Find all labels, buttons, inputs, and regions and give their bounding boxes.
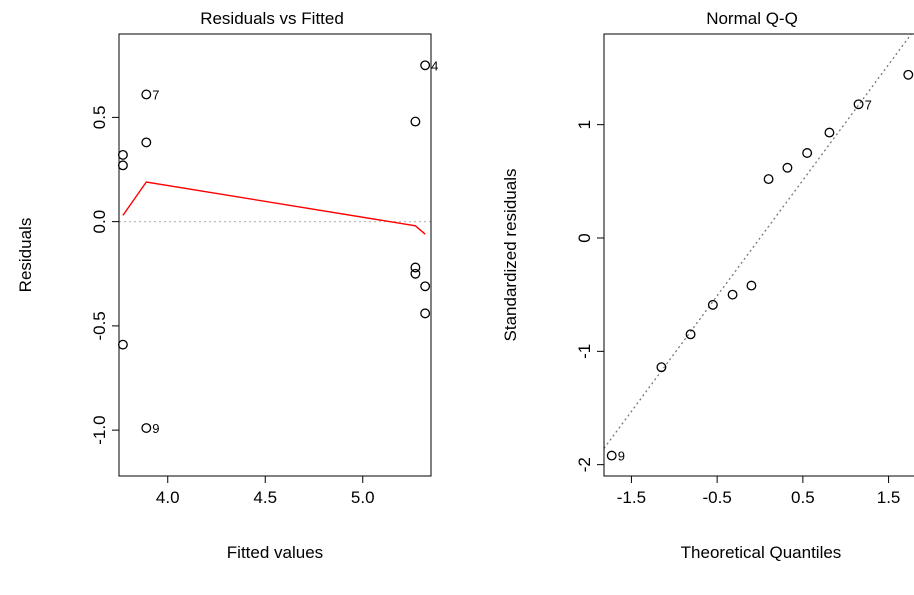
- panel1-point-1: [117, 160, 128, 171]
- panel2-point-4: [727, 289, 738, 300]
- panel2-point-9: [824, 127, 835, 138]
- panel2-point-2: [685, 329, 696, 340]
- panel1-y-tick-label-2: 0.0: [90, 210, 109, 234]
- panel2-point-8: [802, 148, 813, 158]
- panel1-point-0: [117, 149, 128, 160]
- panel1-x-tick-label-2: 5.0: [351, 488, 375, 507]
- panel1-inner: [119, 181, 431, 235]
- panel1-x-tick-label-0: 4.0: [156, 488, 180, 507]
- panel2-title: Normal Q-Q: [706, 9, 798, 28]
- panel1-point-7: [410, 262, 421, 273]
- panel1-x-axis-label: Fitted values: [227, 543, 323, 562]
- panel2-point-1: [656, 362, 667, 373]
- normal-qq-panel: Normal Q-Q 974-1.5-0.50.51.5-2-101 Theor…: [501, 9, 914, 562]
- panel2-x-tick-label-1: -0.5: [702, 488, 731, 507]
- panel2-point-6: [763, 174, 774, 185]
- panel1-point-9: [420, 60, 431, 71]
- panel2-y-tick-label-3: 1: [575, 120, 594, 129]
- panel1-y-tick-label-3: 0.5: [90, 106, 109, 130]
- panel1-y-tick-label-1: -0.5: [90, 311, 109, 340]
- panel2-x-tick-label-0: -1.5: [617, 488, 646, 507]
- panel2-point-3: [707, 299, 718, 310]
- panel2-point-5: [746, 280, 757, 291]
- panel1-point-4: [141, 137, 152, 148]
- panel1-point-6: [410, 116, 421, 127]
- panel2-y-tick-label-0: -2: [575, 457, 594, 472]
- panel1-y-axis-label: Residuals: [16, 218, 35, 293]
- panel2-plot-frame: [603, 33, 914, 477]
- panel2-x-tick-label-2: 0.5: [791, 488, 815, 507]
- panel1-plot-frame: [118, 33, 432, 477]
- panel2-point-label-10: 7: [865, 97, 872, 112]
- panel2-inner: [604, 34, 913, 449]
- panel2-x-tick-label-3: 1.5: [877, 488, 901, 507]
- panel2-point-label-0: 9: [618, 449, 625, 464]
- panel1-plot-layer: 7 9 4 4.0 4.5 5.0 -1.0 -0.5 0.0 0.5: [90, 58, 438, 507]
- panel2-point-0: [606, 450, 617, 461]
- panel1-point-11: [420, 308, 431, 319]
- panel2-plot-layer: 974-1.5-0.50.51.5-2-101: [575, 34, 914, 507]
- panel1-point-label-9: 4: [431, 58, 438, 73]
- panel1-smooth-line: [122, 181, 426, 235]
- panel2-point-7: [782, 162, 793, 173]
- panel1-point-8: [410, 268, 421, 279]
- panel2-point-11: [903, 69, 914, 80]
- residuals-vs-fitted-panel: Residuals vs Fitted 7 9 4 4.0 4.5 5.0 -1.0 -0.5…: [16, 9, 438, 562]
- panel1-point-10: [420, 281, 431, 292]
- panel2-y-tick-label-1: -1: [575, 344, 594, 359]
- panel1-x-tick-label-1: 4.5: [253, 488, 277, 507]
- panel1-point-2: [117, 339, 128, 350]
- panel2-point-10: [853, 99, 864, 110]
- panel1-point-label-5: 9: [152, 421, 159, 436]
- panel2-y-axis-label: Standardized residuals: [501, 169, 520, 342]
- panel1-point-3: [141, 89, 152, 100]
- panel1-point-label-3: 7: [152, 87, 159, 102]
- panel1-y-tick-label-0: -1.0: [90, 415, 109, 444]
- panel1-title: Residuals vs Fitted: [200, 9, 344, 28]
- panel2-x-axis-label: Theoretical Quantiles: [681, 543, 842, 562]
- panel1-point-5: [141, 423, 152, 433]
- panel2-y-tick-label-2: 0: [575, 233, 594, 242]
- panel2-qq-reference-line: [604, 34, 913, 449]
